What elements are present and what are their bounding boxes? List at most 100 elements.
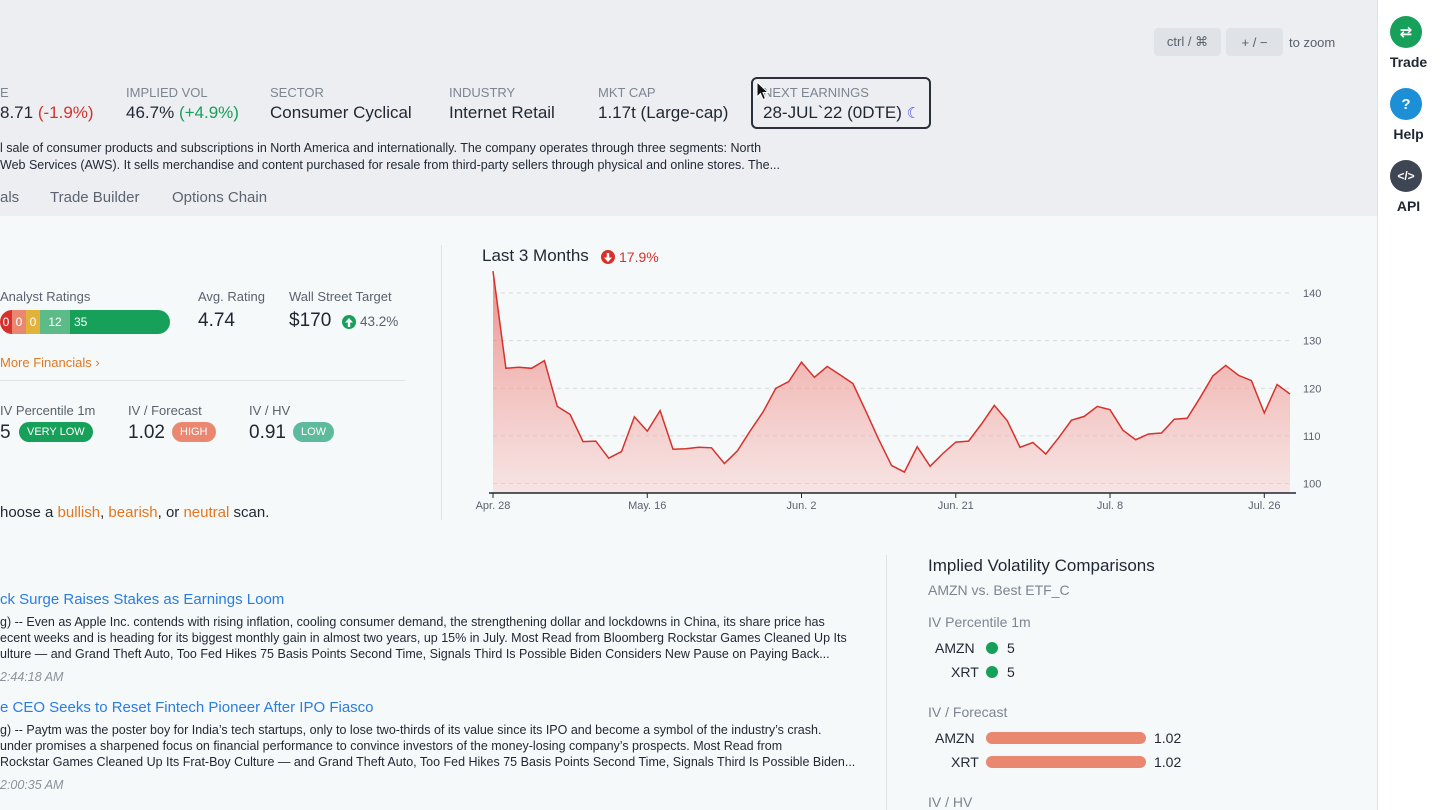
news-body: g) -- Even as Apple Inc. contends with r… — [0, 614, 860, 662]
scan-sep: , — [100, 504, 109, 521]
earnings-date: 28-JUL`22 (0DTE) — [763, 103, 902, 122]
ivc-dot — [986, 666, 998, 678]
zoom-plusminus-key: + / − — [1226, 28, 1283, 56]
ivc-bar — [986, 756, 1146, 768]
up-arrow-icon — [342, 315, 356, 329]
next-earnings-box[interactable] — [751, 77, 931, 129]
trade-label[interactable]: Trade — [1389, 54, 1428, 70]
iv-value: 46.7% — [126, 103, 175, 122]
chart-change: 17.9% — [619, 249, 659, 265]
bullish-link[interactable]: bullish — [57, 504, 101, 521]
rating-segment: 0 — [26, 310, 40, 334]
news-body-line: ulture — and Grand Theft Auto, Too Fed H… — [0, 647, 830, 661]
right-sidebar — [1377, 0, 1440, 810]
help-label[interactable]: Help — [1393, 126, 1424, 142]
bearish-link[interactable]: bearish — [108, 504, 158, 521]
iv-hv-label: IV / HV — [249, 403, 291, 418]
neutral-link[interactable]: neutral — [183, 504, 230, 521]
news-body-line: g) -- Paytm was the poster boy for India… — [0, 723, 822, 737]
iv-forecast-value: 1.02 — [128, 422, 165, 443]
rating-segment: 0 — [0, 310, 12, 334]
ivc-subtitle: AMZN vs. Best ETF_C — [928, 582, 1070, 598]
news-body-line: under promises a sharpened focus on fina… — [0, 739, 783, 753]
price-line — [492, 271, 1291, 474]
code-icon[interactable]: </> — [1390, 160, 1422, 192]
analyst-ratings-label: Analyst Ratings — [0, 289, 91, 304]
stat-value-earnings: 28-JUL`22 (0DTE) ☾ — [763, 103, 920, 123]
iv-change: (+4.9%) — [178, 103, 239, 122]
tab-financials[interactable]: als — [0, 189, 20, 206]
description-line: Web Services (AWS). It sells merchandise… — [0, 158, 780, 172]
ivc-bar — [986, 732, 1146, 744]
ivc-ticker: XRT — [951, 754, 979, 770]
mouse-cursor-icon — [756, 81, 770, 101]
chart-title: Last 3 Months — [482, 246, 589, 265]
ivc-hv-label: IV / HV — [928, 794, 973, 810]
section-divider-vertical — [886, 555, 887, 810]
price-area — [493, 271, 1290, 493]
ivc-title: Implied Volatility Comparisons — [928, 556, 1155, 575]
x-tick-label: May. 16 — [628, 500, 666, 512]
company-description: l sale of consumer products and subscrip… — [0, 140, 800, 174]
stat-label-mktcap: MKT CAP — [598, 85, 656, 100]
ivc-dot — [986, 642, 998, 654]
tab-options-chain[interactable]: Options Chain — [172, 189, 268, 206]
news-time: 2:00:35 AM — [0, 778, 64, 792]
stat-value-sector: Consumer Cyclical — [270, 103, 412, 122]
x-tick-label: Jun. 2 — [787, 500, 817, 512]
x-tick-label: Jul. 26 — [1248, 500, 1280, 512]
zoom-hint: to zoom — [1289, 35, 1336, 50]
y-tick-label: 100 — [1303, 478, 1321, 490]
ivc-value: 5 — [1007, 640, 1015, 656]
rating-segment: 0 — [12, 310, 26, 334]
high-badge: HIGH — [172, 422, 216, 442]
x-tick-label: Apr. 28 — [476, 500, 511, 512]
stat-value-mktcap: 1.17t (Large-cap) — [598, 103, 729, 122]
news-body-line: ecent weeks and is heading for its bigge… — [0, 631, 847, 645]
x-tick-label: Jun. 21 — [938, 500, 974, 512]
y-tick-label: 140 — [1303, 288, 1321, 300]
rating-segment: 35 — [70, 310, 170, 334]
news-time: 2:44:18 AM — [0, 670, 64, 684]
moon-icon: ☾ — [906, 105, 921, 122]
rating-segment: 12 — [40, 310, 70, 334]
ivc-value: 1.02 — [1154, 754, 1182, 770]
stat-label-sector: SECTOR — [270, 85, 324, 100]
very-low-badge: VERY LOW — [19, 422, 93, 442]
news-title[interactable]: ck Surge Raises Stakes as Earnings Loom — [0, 591, 285, 608]
target-value: $170 — [289, 310, 332, 331]
scan-suffix: scan. — [229, 504, 270, 521]
swap-icon[interactable]: ⇄ — [1390, 16, 1422, 48]
iv-forecast-label: IV / Forecast — [128, 403, 202, 418]
ivc-value: 1.02 — [1154, 730, 1182, 746]
ivc-ticker: AMZN — [935, 640, 975, 656]
ivc-ticker: XRT — [951, 664, 979, 680]
chevron-right-icon: › — [95, 355, 100, 370]
stat-value-industry: Internet Retail — [449, 103, 555, 122]
x-tick-label: Jul. 8 — [1097, 500, 1123, 512]
stat-label-earnings: NEXT EARNINGS — [763, 85, 869, 100]
news-body: g) -- Paytm was the poster boy for India… — [0, 722, 860, 770]
question-icon[interactable]: ? — [1390, 88, 1422, 120]
low-badge: LOW — [293, 422, 335, 442]
scan-prefix: hoose a — [0, 504, 58, 521]
target-change: 43.2% — [360, 314, 399, 329]
more-financials-link[interactable]: More Financials › — [0, 355, 100, 370]
price-chart[interactable]: 100 110 120 130 140 Apr. 28 May. 16 Jun. 2 Jun. … — [470, 268, 1330, 518]
scan-prompt: hoose a bullish, bearish, or neutral sca… — [0, 504, 269, 521]
iv-percentile-label: IV Percentile 1m — [0, 403, 96, 418]
header-band — [0, 0, 1377, 216]
y-tick-label: 120 — [1303, 383, 1321, 395]
stat-label-iv: IMPLIED VOL — [126, 85, 208, 100]
zoom-ctrl-key: ctrl / ⌘ — [1154, 28, 1221, 56]
ivc-forecast-label: IV / Forecast — [928, 704, 1008, 720]
news-title[interactable]: e CEO Seeks to Reset Fintech Pioneer Aft… — [0, 699, 374, 716]
down-arrow-icon — [601, 250, 615, 264]
tab-trade-builder[interactable]: Trade Builder — [50, 189, 140, 206]
more-financials-label: More Financials — [0, 355, 92, 370]
api-label[interactable]: API — [1396, 198, 1421, 214]
news-body-line: Rockstar Games Cleaned Up Its Frat-Boy C… — [0, 755, 856, 769]
y-tick-label: 110 — [1303, 431, 1321, 443]
news-body-line: g) -- Even as Apple Inc. contends with r… — [0, 615, 825, 629]
section-divider-vertical — [441, 245, 442, 520]
